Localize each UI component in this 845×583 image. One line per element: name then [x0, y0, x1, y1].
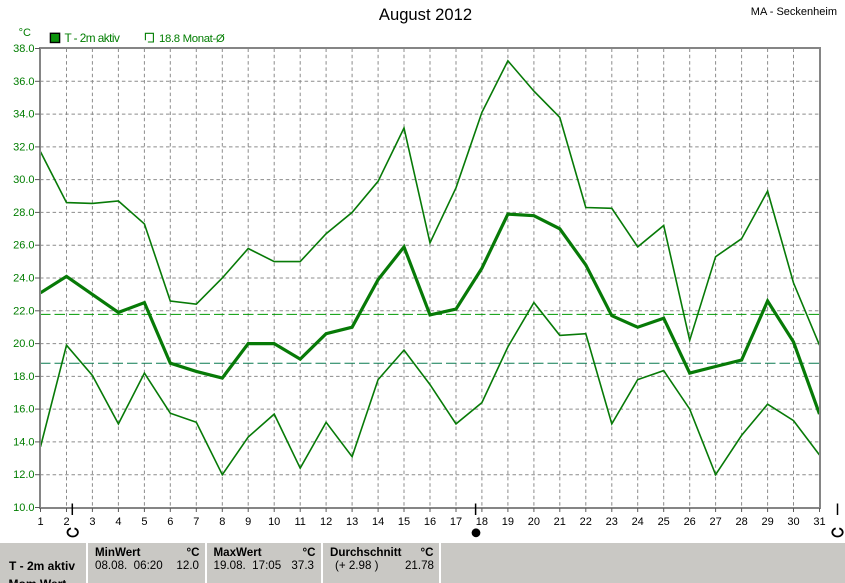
svg-text:36.0: 36.0: [13, 76, 34, 88]
svg-text:7: 7: [193, 516, 199, 528]
svg-text:14.0: 14.0: [13, 436, 34, 448]
svg-text:12: 12: [320, 516, 332, 528]
svg-text:9: 9: [245, 516, 251, 528]
svg-text:14: 14: [372, 516, 384, 528]
svg-text:18.0: 18.0: [13, 371, 34, 383]
svg-text:22.0: 22.0: [13, 305, 34, 317]
svg-text:10.0: 10.0: [13, 502, 34, 514]
svg-text:20: 20: [528, 516, 540, 528]
svg-text:16.0: 16.0: [13, 404, 34, 416]
svg-text:30: 30: [787, 516, 799, 528]
svg-text:10: 10: [268, 516, 280, 528]
svg-text:11: 11: [294, 516, 305, 528]
svg-text:22: 22: [580, 516, 592, 528]
svg-text:19: 19: [502, 516, 514, 528]
svg-text:6: 6: [167, 516, 173, 528]
svg-text:16: 16: [424, 516, 436, 528]
svg-text:17: 17: [450, 516, 462, 528]
svg-text:15: 15: [398, 516, 410, 528]
svg-text:3: 3: [89, 516, 95, 528]
svg-text:°C: °C: [19, 27, 31, 39]
svg-text:8: 8: [219, 516, 225, 528]
svg-text:1: 1: [37, 516, 43, 528]
svg-text:18: 18: [476, 516, 488, 528]
svg-text:29: 29: [761, 516, 773, 528]
svg-text:28: 28: [735, 516, 747, 528]
svg-text:38.0: 38.0: [13, 43, 34, 55]
svg-text:31: 31: [813, 516, 825, 528]
svg-text:26.0: 26.0: [13, 240, 34, 252]
svg-text:4: 4: [115, 516, 121, 528]
svg-text:2: 2: [63, 516, 69, 528]
svg-text:5: 5: [141, 516, 147, 528]
svg-text:24: 24: [632, 516, 644, 528]
svg-text:24.0: 24.0: [13, 273, 34, 285]
svg-text:34.0: 34.0: [13, 109, 34, 121]
svg-text:25: 25: [658, 516, 670, 528]
svg-text:27: 27: [709, 516, 721, 528]
svg-text:32.0: 32.0: [13, 141, 34, 153]
svg-text:21: 21: [554, 516, 566, 528]
svg-text:T - 2m aktiv: T - 2m aktiv: [65, 31, 120, 45]
svg-text:30.0: 30.0: [13, 174, 34, 186]
svg-text:28.0: 28.0: [13, 207, 34, 219]
svg-text:13: 13: [346, 516, 358, 528]
svg-text:12.0: 12.0: [13, 469, 34, 481]
svg-text:23: 23: [606, 516, 618, 528]
svg-text:26: 26: [684, 516, 696, 528]
svg-text:18.8 Monat-Ø: 18.8 Monat-Ø: [159, 33, 225, 45]
svg-text:20.0: 20.0: [13, 338, 34, 350]
